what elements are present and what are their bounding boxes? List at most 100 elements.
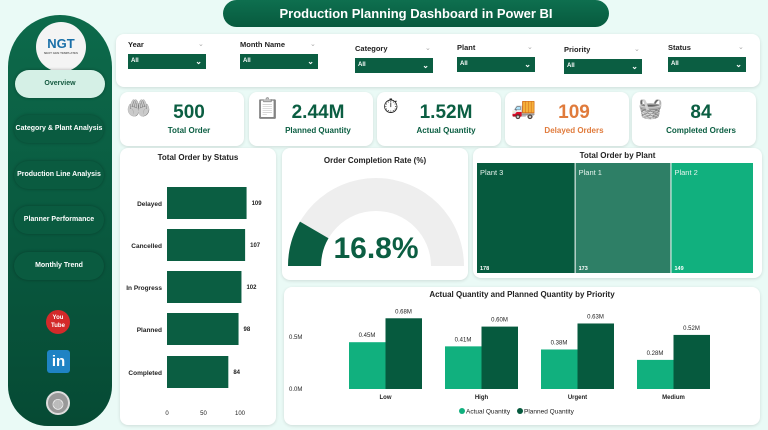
- treemap-value-label: 173: [579, 266, 588, 272]
- legend-marker: [517, 408, 523, 414]
- filter-value: All: [358, 62, 366, 68]
- filter-value: All: [671, 61, 679, 67]
- gauge-fill: [288, 221, 329, 266]
- priority-data-label: 0.60M: [491, 318, 508, 324]
- status-chart-title: Total Order by Status: [157, 153, 239, 162]
- chevron-down-icon: ⌄: [195, 57, 202, 66]
- filter-value: All: [243, 58, 251, 64]
- treemap-title: Total Order by Plant: [579, 151, 656, 160]
- gauge-track: [288, 178, 464, 266]
- dashboard-title: Production Planning Dashboard in Power B…: [223, 0, 609, 27]
- priority-data-label: 0.38M: [551, 340, 568, 346]
- youtube-icon[interactable]: You Tube: [46, 310, 70, 334]
- kpi-value: 500: [173, 102, 205, 123]
- status-category-label: Completed: [128, 370, 162, 377]
- filter-clear-chevron-icon[interactable]: ⌄: [198, 41, 204, 48]
- priority-data-label: 0.68M: [395, 309, 412, 315]
- kpi-value: 109: [558, 102, 590, 123]
- status-bar-cancelled: [167, 229, 246, 261]
- globe-icon[interactable]: ◍: [46, 391, 70, 415]
- priority-bar-planned-quantity: [385, 318, 422, 389]
- filter-clear-chevron-icon[interactable]: ⌄: [310, 41, 316, 48]
- nav-planner-performance[interactable]: Planner Performance: [14, 206, 104, 234]
- x-tick-label: 0: [165, 411, 169, 417]
- filter-panel: [116, 34, 760, 87]
- legend-marker: [459, 408, 465, 414]
- filter-value: All: [567, 63, 575, 69]
- filter-clear-chevron-icon[interactable]: ⌄: [738, 44, 744, 51]
- status-bar-in-progress: [167, 271, 242, 303]
- status-data-label: 98: [244, 327, 251, 333]
- status-data-label: 109: [252, 201, 263, 207]
- priority-data-label: 0.45M: [359, 333, 376, 339]
- kpi-card-planned-quantity: 📋 2.44M Planned Quantity: [249, 92, 373, 146]
- linkedin-icon[interactable]: in: [47, 350, 70, 373]
- filter-dropdown-status[interactable]: All ⌄: [668, 57, 746, 72]
- filter-dropdown-month-name[interactable]: All ⌄: [240, 54, 318, 69]
- filter-value: All: [131, 58, 139, 64]
- filter-clear-chevron-icon[interactable]: ⌄: [634, 46, 640, 53]
- kpi-value: 2.44M: [291, 102, 345, 123]
- filter-label-2: Category: [355, 44, 388, 53]
- nav-production-line-analysis[interactable]: Production Line Analysis: [14, 161, 104, 189]
- kpi-label: Planned Quantity: [285, 126, 351, 135]
- treemap-tile-label: Plant 3: [480, 168, 503, 177]
- filter-clear-chevron-icon[interactable]: ⌄: [425, 45, 431, 52]
- x-tick-label: 50: [200, 411, 207, 417]
- logo-tagline: NEXT GEN TEMPLATES: [43, 51, 79, 55]
- treemap-value-label: 178: [480, 266, 489, 272]
- chevron-down-icon: ⌄: [524, 60, 531, 69]
- status-category-label: Planned: [137, 327, 162, 334]
- status-data-label: 107: [250, 243, 261, 249]
- priority-bar-actual-quantity: [445, 346, 482, 389]
- chevron-down-icon: ⌄: [735, 60, 742, 69]
- delivery-truck-clock-icon: 🚚: [511, 98, 536, 120]
- filter-label-5: Status: [668, 43, 691, 52]
- treemap-tile-label: Plant 2: [674, 168, 697, 177]
- kpi-value: 1.52M: [419, 102, 473, 123]
- kpi-label: Total Order: [167, 126, 211, 135]
- y-tick-label: 0.5M: [289, 335, 302, 341]
- kpi-value: 84: [690, 102, 712, 123]
- priority-bar-actual-quantity: [637, 359, 674, 389]
- treemap-tile-plant-2: [671, 163, 753, 273]
- legend-label: Actual Quantity: [466, 409, 511, 416]
- filter-dropdown-plant[interactable]: All ⌄: [457, 57, 535, 72]
- chevron-down-icon: ⌄: [631, 62, 638, 71]
- priority-bar-planned-quantity: [673, 334, 710, 389]
- filter-label-1: Month Name: [240, 40, 285, 49]
- kpi-card-completed-orders: 🧺 84 Completed Orders: [632, 92, 756, 146]
- priority-category-label: High: [475, 395, 489, 401]
- gauge-value-label: 16.8%: [333, 232, 418, 265]
- status-bar-delayed: [167, 187, 247, 219]
- nav-overview[interactable]: Overview: [15, 70, 105, 98]
- filter-clear-chevron-icon[interactable]: ⌄: [527, 44, 533, 51]
- legend-label: Planned Quantity: [524, 409, 575, 416]
- status-category-label: Delayed: [137, 201, 162, 208]
- priority-bar-planned-quantity: [577, 323, 614, 389]
- kpi-card-delayed-orders: 🚚 109 Delayed Orders: [505, 92, 629, 146]
- kpi-card-total-order: 🤲 500 Total Order: [120, 92, 244, 146]
- status-category-label: Cancelled: [131, 243, 162, 250]
- status-data-label: 102: [246, 285, 257, 291]
- status-category-label: In Progress: [126, 285, 162, 292]
- kpi-label: Delayed Orders: [544, 126, 604, 135]
- filter-dropdown-year[interactable]: All ⌄: [128, 54, 206, 69]
- treemap-tile-plant-1: [575, 163, 671, 273]
- kpi-label: Completed Orders: [666, 126, 736, 135]
- priority-data-label: 0.41M: [455, 337, 472, 343]
- treemap-tile-plant-3: [477, 163, 575, 273]
- nav-category-plant-analysis[interactable]: Category & Plant Analysis: [14, 115, 104, 143]
- status-bar-planned: [167, 313, 239, 345]
- priority-category-label: Medium: [662, 395, 685, 401]
- kpi-label: Actual Quantity: [416, 126, 476, 135]
- filter-dropdown-priority[interactable]: All ⌄: [564, 59, 642, 74]
- nav-monthly-trend[interactable]: Monthly Trend: [14, 252, 104, 280]
- filter-dropdown-category[interactable]: All ⌄: [355, 58, 433, 73]
- priority-data-label: 0.63M: [587, 314, 604, 320]
- plan-document-icon: 📋: [255, 98, 280, 120]
- priority-data-label: 0.52M: [683, 326, 700, 332]
- filter-label-0: Year: [128, 40, 144, 49]
- filter-label-3: Plant: [457, 43, 476, 52]
